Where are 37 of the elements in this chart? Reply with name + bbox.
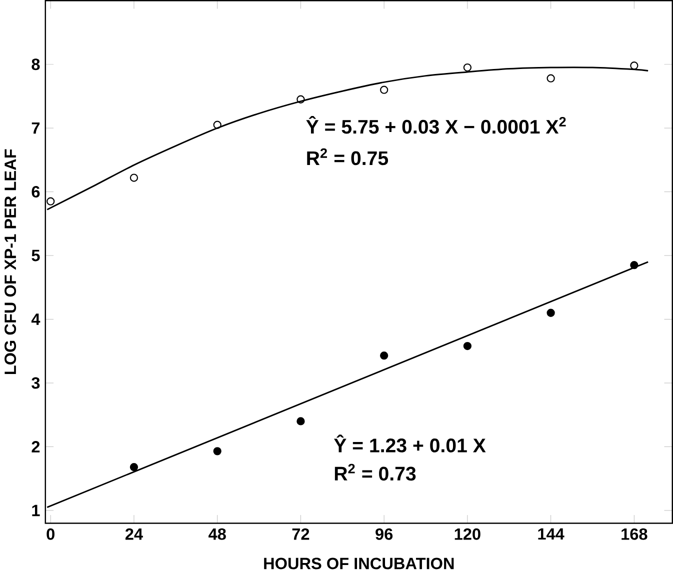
y-tick-label: 3 — [32, 377, 40, 389]
x-tick-label: 48 — [208, 528, 226, 540]
point — [213, 120, 222, 130]
y-axis-title: LOG CFU OF XP-1 PER LEAF — [4, 149, 16, 374]
point — [130, 174, 138, 182]
point — [296, 417, 305, 426]
y-tick-label: 4 — [31, 314, 40, 325]
x-tick-label: 120 — [454, 528, 480, 540]
point — [630, 261, 638, 270]
x-tick-label: 96 — [376, 528, 393, 540]
annotation: R$^{2}$ = 0.75 — [307, 148, 388, 166]
point — [380, 352, 388, 360]
y-tick-label: 2 — [32, 441, 40, 453]
point — [46, 197, 55, 206]
y-tick-label: 7 — [32, 122, 40, 134]
point — [380, 86, 388, 94]
point — [130, 463, 138, 472]
point — [630, 62, 638, 70]
y-tick-label: 5 — [32, 250, 40, 262]
y-tick-label: 6 — [32, 186, 40, 198]
point — [463, 64, 472, 72]
point — [546, 308, 555, 318]
point — [463, 342, 472, 350]
annotation: Ŷ = 1.23 + 0.01 X — [334, 434, 486, 453]
x-tick-label: 144 — [538, 528, 564, 540]
x-axis-title: HOURS OF INCUBATION — [264, 558, 454, 570]
y-tick-label: 1 — [32, 504, 40, 516]
x-tick-label: 0 — [46, 528, 54, 540]
point — [546, 74, 555, 83]
point — [296, 95, 305, 104]
x-tick-label: 24 — [125, 528, 143, 540]
annotation: R$^{2}$ = 0.73 — [334, 464, 416, 481]
annotation: Ŷ = 5.75 + 0.03 X − 0.0001 X$^{2}$ — [306, 116, 566, 134]
x-tick-label: 168 — [622, 528, 648, 540]
point — [213, 447, 222, 456]
y-tick-label: 8 — [32, 58, 40, 70]
x-tick-label: 72 — [292, 528, 310, 540]
